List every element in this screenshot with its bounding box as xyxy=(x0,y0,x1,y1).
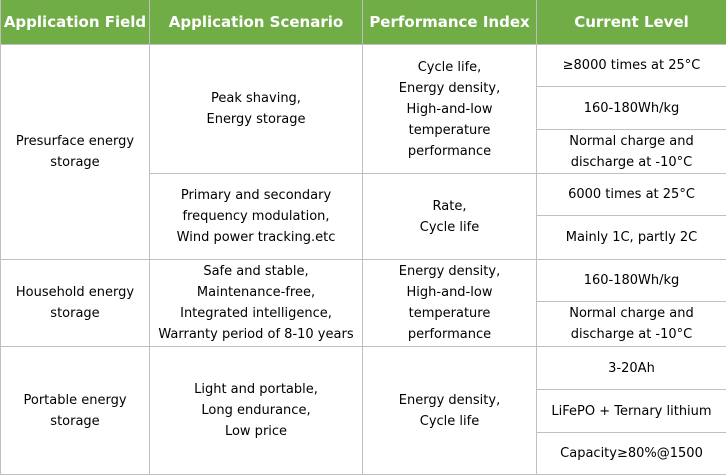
header-application-scenario: Application Scenario xyxy=(149,0,363,45)
level-cell: ≥8000 times at 25°C xyxy=(536,44,726,87)
header-row: Application Field Application Scenario P… xyxy=(0,0,726,45)
table-row: Capacity≥80%@1500 xyxy=(1,432,726,475)
index-portable: Energy density, Cycle life xyxy=(362,346,537,475)
table-row: Portable energy storage Light and portab… xyxy=(0,346,726,475)
table-row: Presurface energy storage Peak shaving, … xyxy=(0,44,726,260)
field-presurface: Presurface energy storage xyxy=(0,44,150,260)
level-cell: Normal charge and discharge at -10°C xyxy=(536,129,726,174)
table-row: Mainly 1C, partly 2C xyxy=(1,215,726,260)
scenario-frequency-modulation: Primary and secondary frequency modulati… xyxy=(149,173,363,260)
level-cell: 6000 times at 25°C xyxy=(536,173,726,216)
header-application-field: Application Field xyxy=(0,0,150,45)
field-household: Household energy storage xyxy=(0,259,150,347)
header-current-level: Current Level xyxy=(536,0,726,45)
table-row: Household energy storage Safe and stable… xyxy=(0,259,726,347)
table-row: 160-180Wh/kg xyxy=(1,86,726,130)
level-cell: 160-180Wh/kg xyxy=(536,259,726,302)
index-frequency-modulation: Rate, Cycle life xyxy=(362,173,537,260)
scenario-portable: Light and portable, Long endurance, Low … xyxy=(149,346,363,475)
index-peak-shaving: Cycle life, Energy density, High-and-low… xyxy=(362,44,537,174)
table-row: Normal charge and discharge at -10°C xyxy=(1,129,726,174)
level-cell: 160-180Wh/kg xyxy=(536,86,726,130)
table-row: LiFePO + Ternary lithium xyxy=(1,389,726,433)
field-portable: Portable energy storage xyxy=(0,346,150,475)
index-household: Energy density, High-and-low temperature… xyxy=(362,259,537,347)
level-cell: Mainly 1C, partly 2C xyxy=(536,215,726,260)
level-cell: LiFePO + Ternary lithium xyxy=(536,389,726,433)
scenario-peak-shaving: Peak shaving, Energy storage xyxy=(149,44,363,174)
level-cell: Capacity≥80%@1500 xyxy=(536,432,726,475)
level-cell: 3-20Ah xyxy=(536,346,726,390)
level-cell: Normal charge and discharge at -10°C xyxy=(536,301,726,347)
header-performance-index: Performance Index xyxy=(362,0,537,45)
scenario-household: Safe and stable, Maintenance-free, Integ… xyxy=(149,259,363,347)
